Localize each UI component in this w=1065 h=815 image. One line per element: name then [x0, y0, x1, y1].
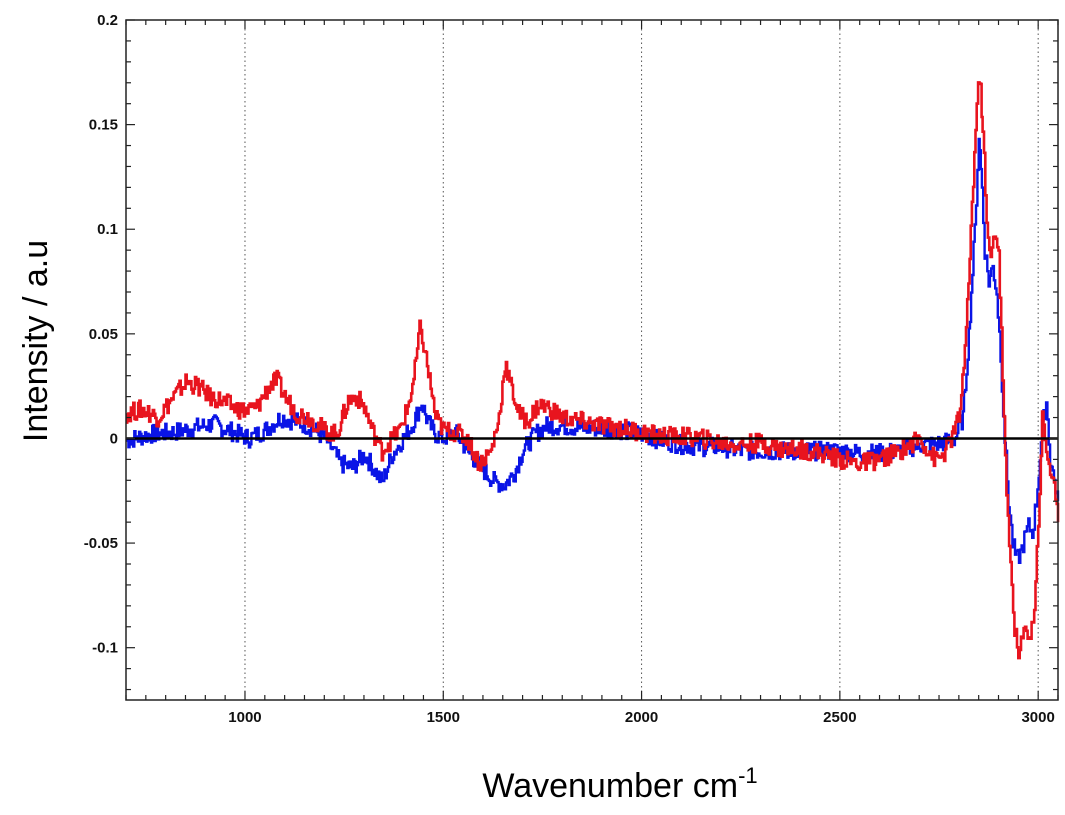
x-axis-title-text: Wavenumber cm: [482, 767, 738, 805]
tick-labels: 1000 1500 2000 2500 3000 0.2 0.15 0.1 0.05 0 -0.05…: [84, 12, 1055, 726]
y-tick-label: 0.15: [89, 117, 118, 134]
series-line-2: [125, 81, 1060, 660]
y-tick-label: 0.1: [97, 221, 118, 238]
x-tick-label: 2000: [625, 709, 658, 726]
vertical-gridlines: [244, 20, 1039, 700]
x-tick-label: 1500: [427, 709, 460, 726]
y-axis-title: Intensity / a.u: [17, 240, 55, 442]
x-tick-label: 1000: [228, 709, 261, 726]
x-axis-title: Wavenumber cm-1: [482, 763, 757, 805]
y-tick-label: -0.1: [92, 640, 118, 657]
axis-ticks: [125, 19, 1059, 700]
y-tick-label: 0.05: [89, 326, 118, 343]
series-layer: [125, 81, 1060, 660]
y-tick-label: 0.2: [97, 12, 118, 29]
y-tick-label: 0: [110, 430, 118, 447]
series-line-1: [126, 137, 1060, 564]
plot-frame: [125, 19, 1059, 701]
x-tick-label: 2500: [823, 709, 856, 726]
y-tick-label: -0.05: [84, 535, 118, 552]
x-tick-label: 3000: [1021, 709, 1054, 726]
x-axis-title-superscript: -1: [738, 763, 758, 788]
